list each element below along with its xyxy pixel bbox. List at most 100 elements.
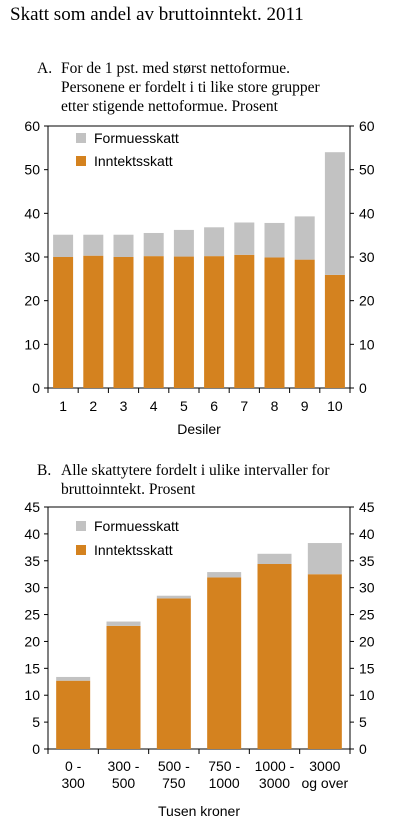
chart-b-legend-swatch-income-tax bbox=[76, 545, 86, 555]
chart-b-category-label: 3000 bbox=[309, 758, 340, 774]
chart-a-legend-swatch-income-tax bbox=[76, 156, 86, 166]
chart-b-ytick-label-right: 30 bbox=[359, 580, 375, 596]
chart-a-ytick-label-right: 0 bbox=[359, 380, 367, 396]
chart-b-bar-income-tax bbox=[257, 564, 292, 749]
chart-b-ytick-label-left: 10 bbox=[24, 687, 40, 703]
chart-a-category-label: 10 bbox=[327, 398, 343, 414]
chart-b-bar-income-tax bbox=[307, 574, 342, 749]
chart-a-bar-wealth-tax bbox=[113, 234, 134, 257]
chart-a-ytick-label-left: 30 bbox=[24, 249, 40, 265]
chart-b-subtitle: B. Alle skattytere fordelt i ulike inter… bbox=[37, 462, 397, 502]
chart-b-legend-swatch-wealth-tax bbox=[76, 521, 86, 531]
chart-a-ytick-label-left: 50 bbox=[24, 162, 40, 178]
chart-b-ytick-label-right: 20 bbox=[359, 633, 375, 649]
chart-a-bar-income-tax bbox=[113, 257, 134, 388]
chart-b-category-label: 750 bbox=[162, 775, 186, 791]
chart-a-ytick-label-right: 60 bbox=[359, 118, 375, 134]
chart-a-bar-income-tax bbox=[204, 256, 225, 388]
chart-a-ytick-label-left: 10 bbox=[24, 336, 40, 352]
chart-a-bar-income-tax bbox=[234, 254, 255, 388]
chart-b-x-axis-title: Tusen kroner bbox=[158, 803, 240, 819]
chart-a-ytick-label-left: 20 bbox=[24, 293, 40, 309]
chart-a-category-label: 2 bbox=[89, 398, 97, 414]
chart-a-ytick-label-right: 20 bbox=[359, 293, 375, 309]
chart-b-subtitle-line-2: bruttoinntekt. Prosent bbox=[61, 481, 196, 498]
page-title: Skatt som andel av bruttoinntekt. 2011 bbox=[10, 4, 304, 25]
chart-b-ytick-label-left: 5 bbox=[32, 714, 40, 730]
chart-a-ytick-label-left: 60 bbox=[24, 118, 40, 134]
chart-b-ytick-label-left: 40 bbox=[24, 526, 40, 542]
chart-a-bar-income-tax bbox=[324, 274, 345, 388]
chart-b-category-label: 3000 bbox=[259, 775, 290, 791]
chart-b-bar-income-tax bbox=[106, 625, 141, 749]
chart-a-subtitle-line-2: Personene er fordelt i ti like store gru… bbox=[61, 79, 320, 96]
chart-a-category-label: 6 bbox=[210, 398, 218, 414]
chart-b-bar-wealth-tax bbox=[307, 543, 342, 575]
chart-a-bar-income-tax bbox=[143, 256, 164, 388]
chart-b-bar-income-tax bbox=[56, 680, 91, 749]
chart-a-bar-income-tax bbox=[83, 255, 104, 388]
chart-b-letter: B. bbox=[37, 462, 52, 479]
chart-a-ytick-label-right: 10 bbox=[359, 336, 375, 352]
chart-b-ytick-label-right: 25 bbox=[359, 607, 375, 623]
chart-a-bar-wealth-tax bbox=[53, 234, 74, 257]
chart-b-ytick-label-right: 5 bbox=[359, 714, 367, 730]
chart-a-bar-wealth-tax bbox=[294, 216, 315, 260]
chart-b-bar-income-tax bbox=[156, 598, 191, 749]
chart-a-category-label: 5 bbox=[180, 398, 188, 414]
chart-b-ytick-label-left: 45 bbox=[24, 499, 40, 515]
chart-b-ytick-label-right: 0 bbox=[359, 741, 367, 757]
chart-b-category-label: 500 bbox=[112, 775, 136, 791]
chart-b-ytick-label-right: 15 bbox=[359, 660, 375, 676]
chart-b-ytick-label-right: 35 bbox=[359, 553, 375, 569]
chart-b-ytick-label-left: 15 bbox=[24, 660, 40, 676]
chart-b-bar-wealth-tax bbox=[257, 553, 292, 565]
chart-b-ytick-label-left: 20 bbox=[24, 633, 40, 649]
chart-a-category-label: 3 bbox=[120, 398, 128, 414]
chart-b-bar-income-tax bbox=[207, 577, 242, 749]
chart-a-bar-wealth-tax bbox=[234, 222, 255, 255]
chart-a-ytick-label-left: 40 bbox=[24, 205, 40, 221]
chart-b-category-label: 1000 - bbox=[255, 758, 295, 774]
chart-b-category-label: 500 - bbox=[158, 758, 190, 774]
chart-a-bar-wealth-tax bbox=[324, 152, 345, 275]
chart-a-category-label: 8 bbox=[271, 398, 279, 414]
chart-a-subtitle: A. For de 1 pst. med størst nettoformue.… bbox=[37, 60, 397, 116]
chart-a-bar-wealth-tax bbox=[264, 222, 285, 258]
chart-b-category-label: 300 bbox=[61, 775, 85, 791]
chart-b-bar-wealth-tax bbox=[207, 572, 242, 578]
chart-b-ytick-label-left: 25 bbox=[24, 607, 40, 623]
chart-a-ytick-label-left: 0 bbox=[32, 380, 40, 396]
chart-a-letter: A. bbox=[37, 60, 53, 77]
chart-a-category-label: 9 bbox=[301, 398, 309, 414]
chart-b-ytick-label-left: 0 bbox=[32, 741, 40, 757]
chart-a-category-label: 4 bbox=[150, 398, 158, 414]
chart-b-category-label: 0 - bbox=[65, 758, 82, 774]
chart-a-bar-income-tax bbox=[294, 259, 315, 388]
chart-b-ytick-label-right: 10 bbox=[359, 687, 375, 703]
chart-a-bar-wealth-tax bbox=[143, 232, 164, 257]
chart-a-bar-income-tax bbox=[264, 257, 285, 388]
chart-a-legend-label-income-tax: Inntektsskatt bbox=[94, 153, 173, 169]
chart-a-x-axis-title: Desiler bbox=[177, 421, 221, 437]
chart-a-bar-income-tax bbox=[53, 257, 74, 388]
chart-a-bar-wealth-tax bbox=[204, 227, 225, 257]
chart-a-bar-income-tax bbox=[173, 256, 194, 388]
chart-b-category-label: og over bbox=[301, 775, 348, 791]
chart-b-ytick-label-right: 45 bbox=[359, 499, 375, 515]
chart-b-category-label: 750 - bbox=[208, 758, 240, 774]
chart-b-subtitle-line-1: Alle skattytere fordelt i ulike interval… bbox=[61, 462, 330, 479]
chart-a-category-label: 7 bbox=[240, 398, 248, 414]
chart-a-category-label: 1 bbox=[59, 398, 67, 414]
chart-b-bar-wealth-tax bbox=[156, 595, 191, 599]
chart-b-ytick-label-right: 40 bbox=[359, 526, 375, 542]
chart-a-legend-swatch-wealth-tax bbox=[76, 133, 86, 143]
chart-b-legend-label-income-tax: Inntektsskatt bbox=[94, 542, 173, 558]
chart-b-legend-label-wealth-tax: Formuesskatt bbox=[94, 518, 179, 534]
chart-b-category-label: 1000 bbox=[209, 775, 240, 791]
chart-a-ytick-label-right: 40 bbox=[359, 205, 375, 221]
chart-a-ytick-label-right: 30 bbox=[359, 249, 375, 265]
chart-a-ytick-label-right: 50 bbox=[359, 162, 375, 178]
chart-b-ytick-label-left: 35 bbox=[24, 553, 40, 569]
